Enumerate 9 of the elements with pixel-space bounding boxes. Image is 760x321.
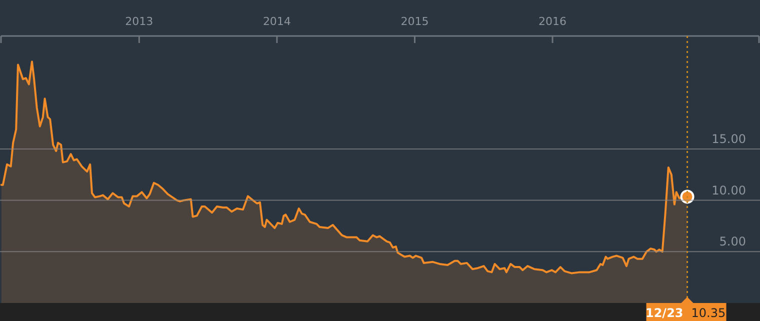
ref-line-label: 12/23 <box>645 306 684 320</box>
x-tick-label: 2015 <box>400 15 429 28</box>
text: 10.35 <box>691 306 726 320</box>
y-tick-label: 10.00 <box>712 183 746 198</box>
x-tick-label: 2014 <box>262 15 291 28</box>
y-tick-label: 15.00 <box>712 132 746 146</box>
y-tick-label: 5.00 <box>719 234 746 249</box>
x-tick-label: 2016 <box>538 15 567 28</box>
x-tick-label: 2013 <box>125 15 154 28</box>
